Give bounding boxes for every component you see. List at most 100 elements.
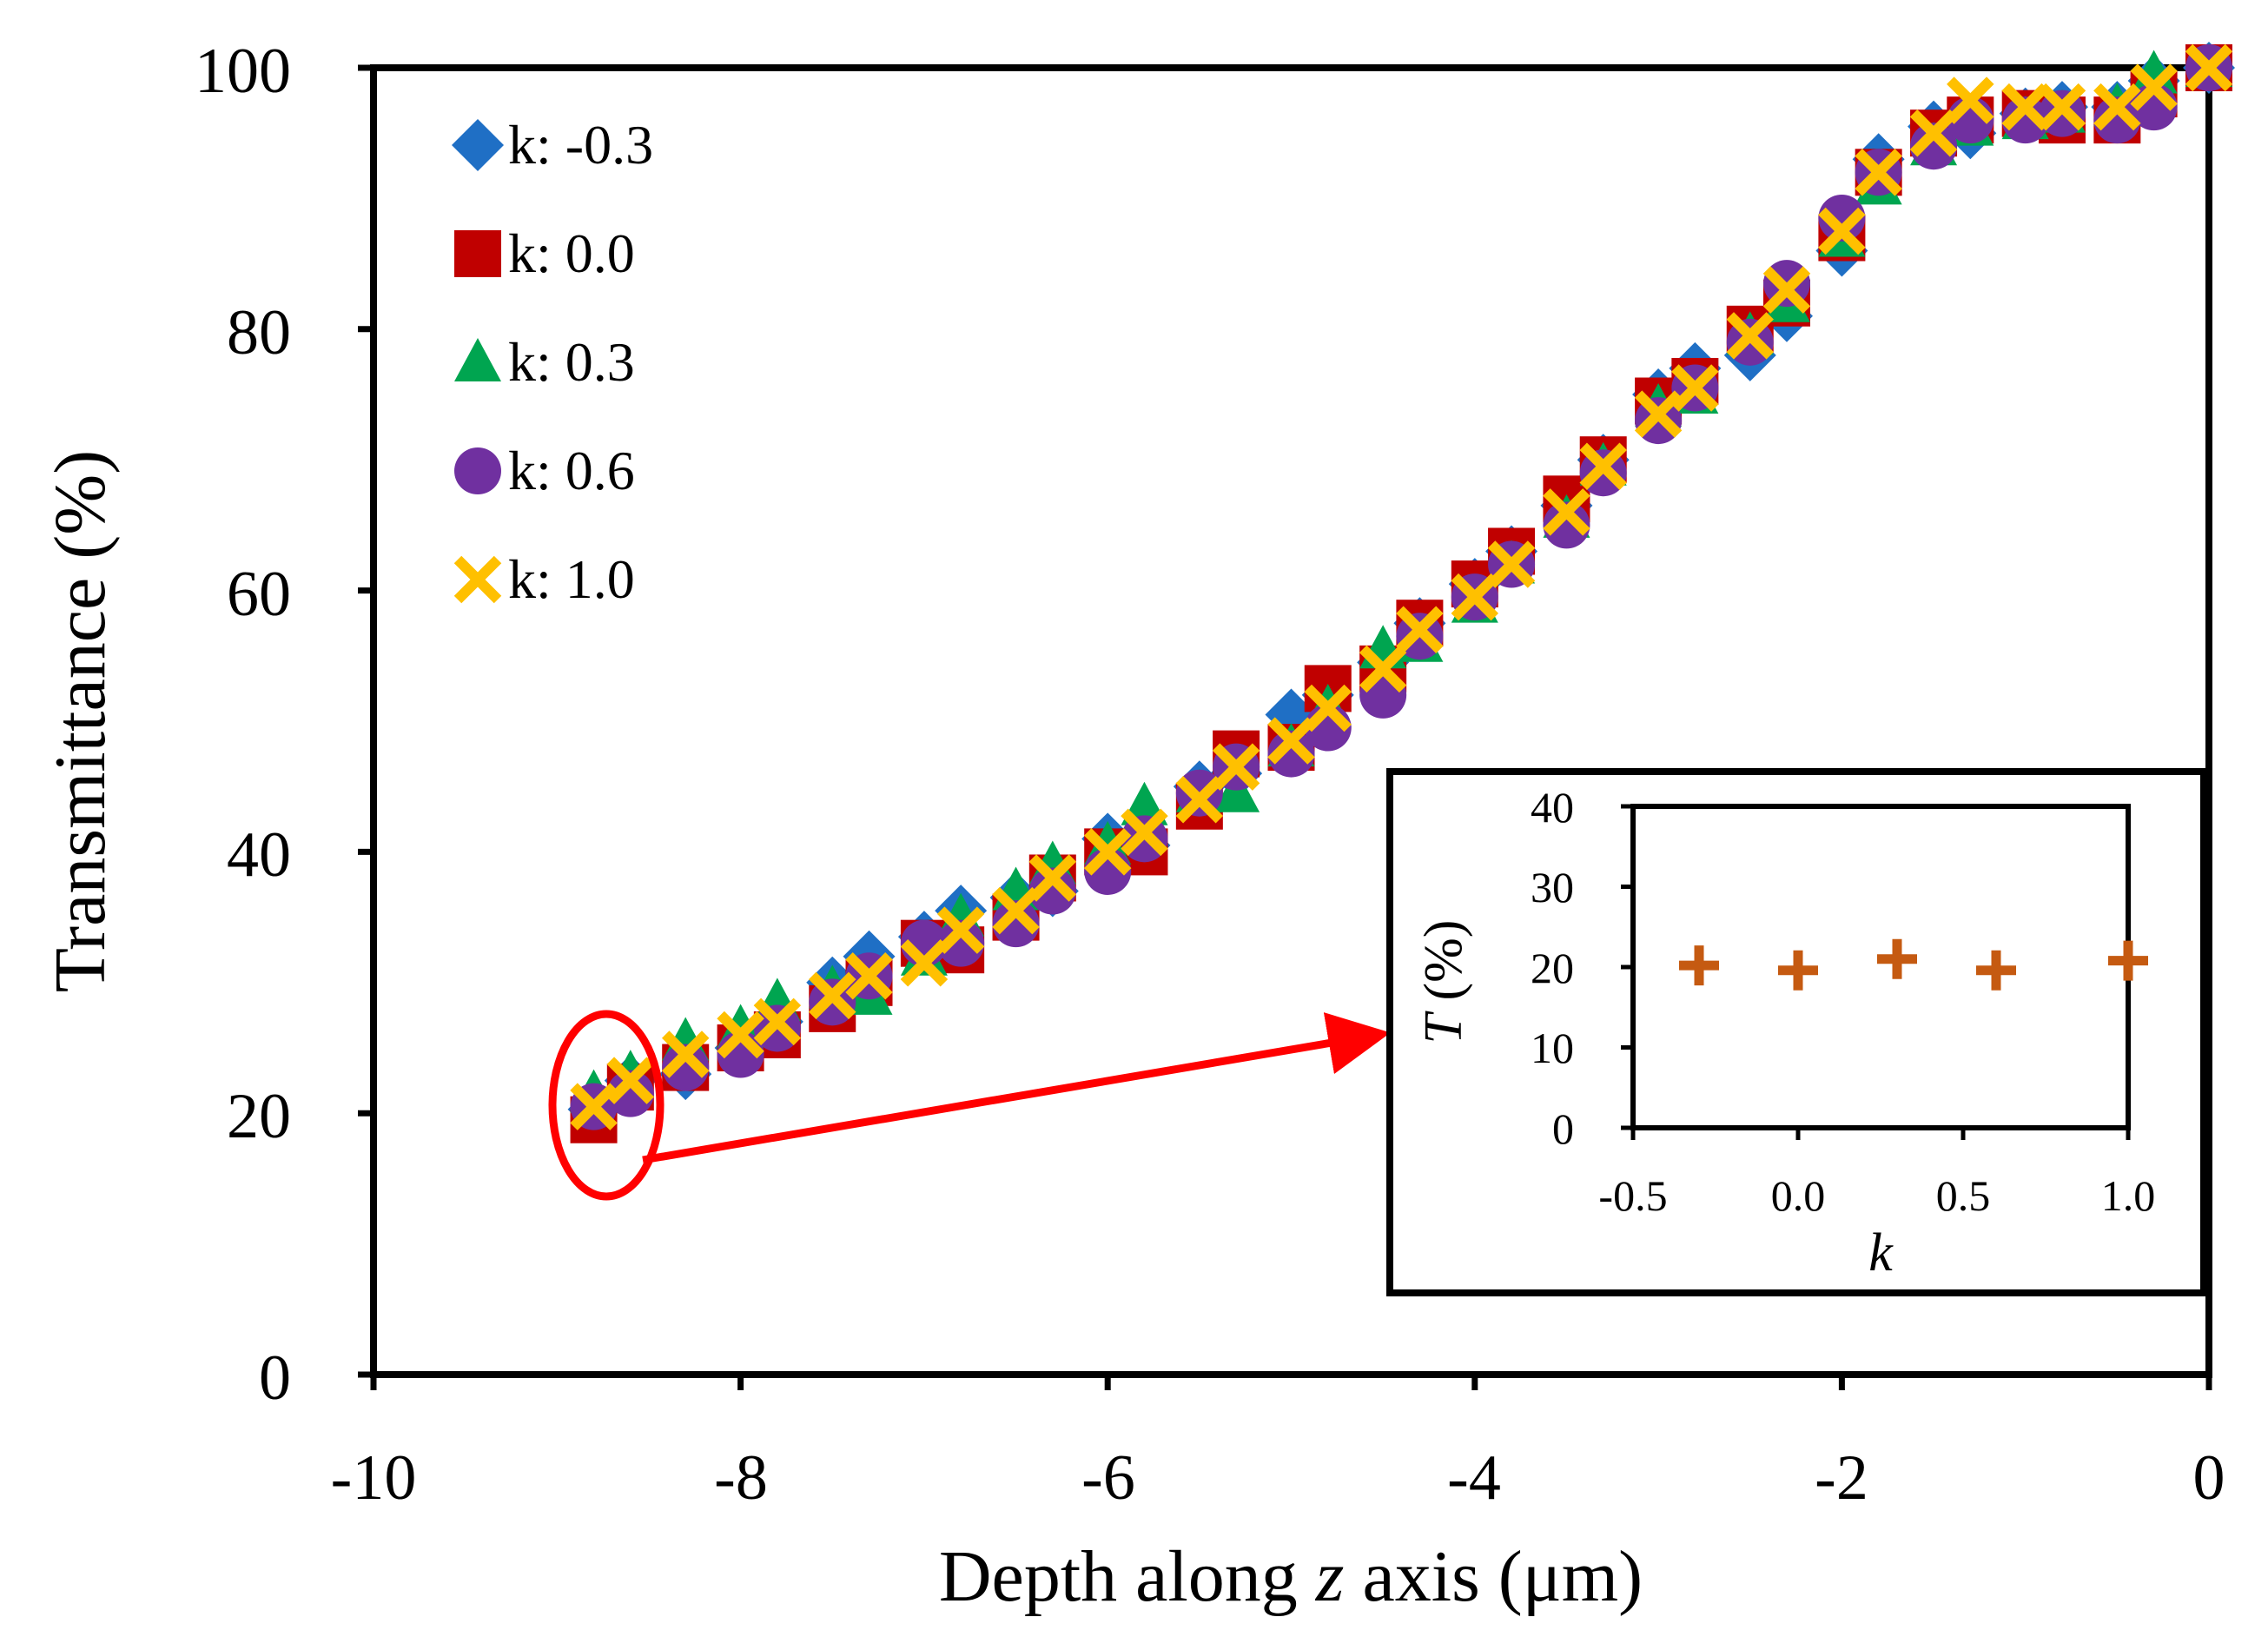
inset-data-point — [2108, 940, 2148, 981]
data-point — [570, 1083, 618, 1130]
legend-item: k: 0.3 — [454, 331, 635, 393]
legend-label: k: 0.0 — [508, 222, 635, 284]
data-point — [1451, 573, 1499, 621]
y-tick-label: 20 — [227, 1081, 291, 1152]
inset-y-tick-label: 0 — [1552, 1104, 1574, 1153]
legend-item: k: 1.0 — [453, 548, 635, 610]
data-point — [809, 971, 856, 1020]
highlight-ellipse — [548, 1010, 665, 1201]
data-point — [1267, 730, 1315, 778]
data-point — [1543, 488, 1590, 536]
annotation-arrow — [642, 1012, 1391, 1164]
data-point — [662, 1044, 710, 1091]
data-point — [2001, 96, 2049, 144]
legend-label: k: 1.0 — [508, 548, 635, 610]
data-point — [1359, 645, 1407, 693]
inset-y-tick-label: 30 — [1531, 863, 1574, 911]
inset-x-tick-label: 0.0 — [1771, 1171, 1826, 1220]
x-axis-title: Depth along z axis (μm) — [939, 1536, 1643, 1617]
inset-x-tick-label: 0.5 — [1936, 1171, 1991, 1220]
data-point — [1028, 867, 1076, 915]
data-point — [1121, 808, 1168, 857]
data-point — [992, 900, 1040, 948]
data-point — [1909, 109, 1958, 157]
data-point — [1028, 854, 1077, 902]
x-tick-label: -2 — [1815, 1442, 1868, 1514]
data-point — [753, 997, 802, 1046]
data-point — [661, 1031, 710, 1078]
inset-x-tick-labels: -0.5 0.0 0.5 1.0 — [1598, 1171, 2155, 1220]
main-axis-ticks — [358, 64, 2212, 1390]
x-tick-label: -6 — [1081, 1442, 1135, 1514]
inset-data-points — [1679, 938, 2148, 991]
data-point — [2093, 96, 2141, 144]
inset-x-axis-title: k — [1868, 1223, 1894, 1282]
y-tick-label: 40 — [227, 819, 291, 891]
data-point — [1304, 684, 1352, 732]
data-point — [2093, 83, 2141, 131]
legend-swatch — [454, 338, 501, 381]
data-point — [992, 886, 1040, 935]
legend-marker — [454, 338, 501, 381]
y-tick-label: 100 — [195, 36, 291, 107]
data-point — [606, 1057, 655, 1104]
data-point — [1212, 743, 1260, 791]
legend-swatch — [454, 230, 501, 277]
legend-marker — [453, 555, 502, 604]
data-point — [1543, 501, 1590, 549]
data-point — [1726, 312, 1774, 360]
legend-label: k: -0.3 — [508, 114, 653, 176]
legend-item: k: 0.0 — [454, 222, 635, 284]
data-point — [2185, 43, 2233, 92]
legend-swatch — [452, 119, 504, 171]
inset-y-tick-label: 10 — [1531, 1024, 1574, 1072]
y-axis-tick-labels: 0 20 40 60 80 100 — [195, 36, 291, 1414]
data-point — [717, 1011, 764, 1059]
data-point — [1396, 606, 1444, 653]
legend-marker — [454, 230, 501, 277]
x-tick-label: -8 — [714, 1442, 768, 1514]
inset-x-tick-label: 1.0 — [2101, 1171, 2156, 1220]
data-point — [900, 938, 949, 987]
inset-y-tick-label: 20 — [1531, 944, 1574, 992]
data-point — [1634, 390, 1683, 438]
data-point — [1083, 828, 1132, 876]
data-point — [1267, 717, 1315, 765]
x-tick-label: -4 — [1447, 1442, 1501, 1514]
legend-swatch — [454, 447, 501, 494]
inset-y-tick-labels: 0 10 20 30 40 — [1531, 783, 1574, 1153]
data-point — [1175, 775, 1224, 824]
inset-data-point — [1778, 950, 1818, 991]
y-tick-label: 80 — [227, 297, 291, 368]
data-point — [845, 952, 893, 1000]
data-point — [1762, 266, 1811, 314]
data-point — [937, 919, 985, 967]
x-axis-tick-labels: -10 -8 -6 -4 -2 0 — [331, 1442, 2225, 1514]
x-tick-label: -10 — [331, 1442, 417, 1514]
data-point — [1487, 540, 1536, 588]
legend-item: k: -0.3 — [452, 114, 653, 176]
data-point — [2130, 63, 2178, 111]
legend-item: k: 0.6 — [454, 440, 635, 501]
inset-y-tick-label: 40 — [1531, 783, 1574, 832]
y-axis-title: Transmittance (%) — [40, 450, 121, 992]
data-point — [1855, 149, 1902, 196]
legend-label: k: 0.6 — [508, 440, 635, 501]
main-data-points — [567, 42, 2235, 1143]
data-point — [1818, 207, 1866, 255]
data-point — [2038, 83, 2086, 131]
data-point — [1213, 768, 1260, 812]
legend-marker — [452, 119, 504, 171]
series-group — [570, 43, 2233, 1130]
legend: k: -0.3 k: 0.0 k: 0.3 k: 0.6 k: 1.0 — [452, 114, 653, 610]
data-point — [936, 906, 985, 954]
data-point — [2001, 83, 2049, 131]
inset-data-point — [1976, 950, 2016, 991]
y-tick-label: 0 — [259, 1342, 291, 1414]
inset-data-point — [1679, 945, 1719, 986]
x-tick-label: 0 — [2193, 1442, 2225, 1514]
data-point — [606, 1070, 654, 1117]
data-point — [1910, 123, 1958, 170]
data-point — [1671, 364, 1719, 412]
